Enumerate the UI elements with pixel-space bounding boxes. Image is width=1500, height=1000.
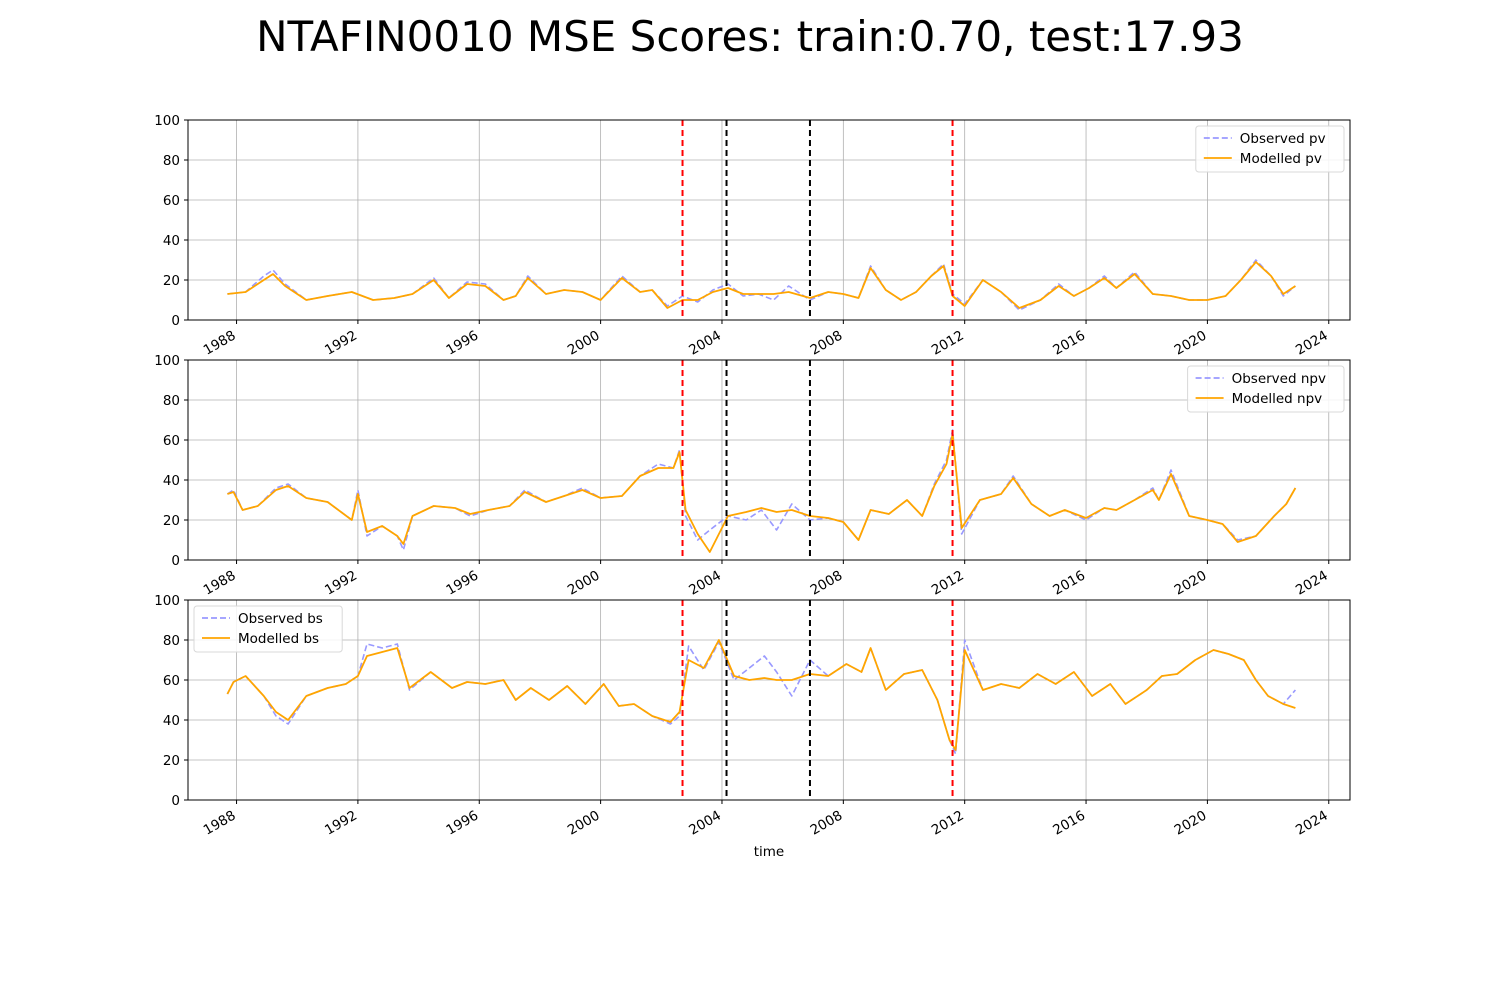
x-tick-label: 2016 bbox=[1050, 568, 1088, 599]
legend-box bbox=[1195, 125, 1345, 173]
legend-label: Observed npv bbox=[1232, 371, 1326, 387]
observed-series-line bbox=[227, 259, 1296, 311]
y-tick-label: 100 bbox=[154, 113, 180, 129]
y-tick-label: 0 bbox=[171, 313, 180, 329]
legend-label: Modelled pv bbox=[1240, 151, 1322, 167]
y-tick-label: 80 bbox=[163, 633, 180, 649]
legend: Observed bs Modelled bs bbox=[193, 605, 343, 653]
x-tick-label: 2000 bbox=[565, 328, 603, 359]
x-axis-label: time bbox=[754, 844, 785, 860]
x-tick-label: 2008 bbox=[808, 568, 846, 599]
y-tick-label: 20 bbox=[163, 273, 180, 289]
x-tick-label: 1992 bbox=[322, 328, 360, 359]
legend-label: Modelled bs bbox=[238, 631, 319, 647]
y-tick-label: 60 bbox=[163, 673, 180, 689]
x-tick-label: 2020 bbox=[1172, 328, 1210, 359]
x-tick-label: 2024 bbox=[1293, 568, 1331, 599]
x-tick-label: 2016 bbox=[1050, 808, 1088, 839]
legend-box bbox=[1187, 365, 1345, 413]
figure-title: NTAFIN0010 MSE Scores: train:0.70, test:… bbox=[256, 12, 1244, 61]
plot-frame bbox=[187, 359, 1351, 561]
x-tick-label: 1988 bbox=[201, 808, 239, 839]
panel-pv: 0 20 40 60 80 100 1988 1992 1996 2000 2004 2008 2012… bbox=[154, 113, 1351, 359]
modelled-series-line bbox=[227, 261, 1296, 309]
plot-frame bbox=[187, 119, 1351, 321]
legend-label: Observed bs bbox=[238, 611, 323, 627]
x-tick-label: 2008 bbox=[808, 328, 846, 359]
legend: Observed pv Modelled pv bbox=[1195, 125, 1345, 173]
y-tick-label: 20 bbox=[163, 753, 180, 769]
y-tick-label: 0 bbox=[171, 793, 180, 809]
x-tick-label: 2020 bbox=[1172, 568, 1210, 599]
legend: Observed npv Modelled npv bbox=[1187, 365, 1345, 413]
legend-label: Observed pv bbox=[1240, 131, 1326, 147]
observed-series-line bbox=[226, 429, 1297, 551]
x-tick-label: 1988 bbox=[201, 568, 239, 599]
legend-box bbox=[193, 605, 343, 653]
y-tick-label: 40 bbox=[163, 713, 180, 729]
x-tick-label: 1996 bbox=[444, 568, 482, 599]
x-tick-label: 2016 bbox=[1050, 328, 1088, 359]
observed-series-line bbox=[226, 639, 1297, 755]
x-tick-label: 1992 bbox=[322, 568, 360, 599]
x-tick-label: 1988 bbox=[201, 328, 239, 359]
x-tick-label: 1996 bbox=[444, 808, 482, 839]
y-tick-label: 100 bbox=[154, 353, 180, 369]
panel-npv: 0 20 40 60 80 100 1988 1992 1996 2000 2004 2008 2012… bbox=[154, 353, 1351, 599]
x-tick-label: 2008 bbox=[808, 808, 846, 839]
y-tick-label: 40 bbox=[163, 233, 180, 249]
y-tick-label: 60 bbox=[163, 433, 180, 449]
x-tick-label: 1992 bbox=[322, 808, 360, 839]
panel-bs: 0 20 40 60 80 100 1988 1992 1996 2000 2004 2008 2012… bbox=[154, 593, 1351, 860]
x-tick-label: 2004 bbox=[686, 808, 724, 839]
y-tick-label: 0 bbox=[171, 553, 180, 569]
x-tick-label: 2024 bbox=[1293, 808, 1331, 839]
plot-frame bbox=[187, 599, 1351, 801]
x-tick-label: 2004 bbox=[686, 328, 724, 359]
x-tick-label: 2004 bbox=[686, 568, 724, 599]
y-tick-label: 40 bbox=[163, 473, 180, 489]
y-tick-label: 100 bbox=[154, 593, 180, 609]
legend-label: Modelled npv bbox=[1232, 391, 1323, 407]
y-tick-label: 60 bbox=[163, 193, 180, 209]
x-tick-label: 2012 bbox=[929, 328, 967, 359]
y-tick-label: 80 bbox=[163, 153, 180, 169]
x-tick-label: 1996 bbox=[444, 328, 482, 359]
y-tick-label: 80 bbox=[163, 393, 180, 409]
x-tick-label: 2012 bbox=[929, 568, 967, 599]
x-tick-label: 2000 bbox=[565, 568, 603, 599]
modelled-series-line bbox=[226, 639, 1296, 751]
x-tick-label: 2024 bbox=[1293, 328, 1331, 359]
x-tick-label: 2020 bbox=[1172, 808, 1210, 839]
x-tick-label: 2012 bbox=[929, 808, 967, 839]
x-tick-label: 2000 bbox=[565, 808, 603, 839]
modelled-series-line bbox=[227, 433, 1297, 553]
y-tick-label: 20 bbox=[163, 513, 180, 529]
